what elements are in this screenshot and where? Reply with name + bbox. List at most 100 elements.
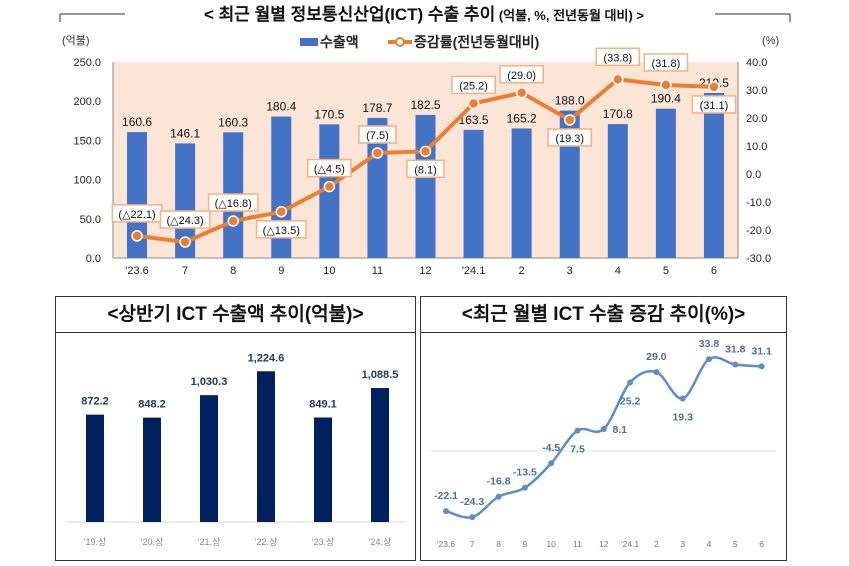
x-tick-label: 10	[546, 539, 556, 549]
export-bar-label: 170.5	[314, 107, 344, 121]
x-tick-label: '24.상	[369, 537, 392, 547]
growth-point	[758, 363, 765, 370]
export-bar-label: 160.6	[122, 115, 152, 129]
half-year-bar	[86, 414, 104, 522]
x-tick-label: 11	[372, 265, 383, 277]
growth-label-box	[159, 210, 211, 229]
growth-point	[227, 215, 239, 227]
x-tick-label: '21.상	[198, 537, 221, 547]
half-year-bar-label: 1,088.5	[362, 369, 399, 381]
growth-label: (△24.3)	[167, 215, 204, 227]
half-year-bar	[143, 417, 161, 522]
growth-point	[563, 114, 576, 126]
right-tick-label: 20.0	[746, 113, 767, 125]
export-bar-label: 182.5	[410, 98, 440, 112]
x-tick-label: 7	[182, 265, 188, 277]
half-year-bar	[371, 388, 389, 522]
chart-title-main: < 최근 월별 정보통신산업(ICT) 수출 추이	[204, 5, 495, 24]
growth-label: (△16.8)	[215, 198, 252, 210]
growth-point	[495, 493, 502, 500]
monthly-export-combo-chart: < 최근 월별 정보통신산업(ICT) 수출 추이 (억불, %, 전년동월 대…	[59, 5, 791, 277]
export-bar-label: 178.7	[362, 101, 392, 115]
growth-point	[419, 145, 432, 158]
growth-label-box	[406, 159, 445, 179]
growth-line	[445, 356, 762, 519]
right-tick-label: -30.0	[746, 253, 771, 265]
x-tick-label: 12	[599, 539, 609, 549]
export-bar	[511, 128, 532, 258]
half-year-bar-label: 848.2	[138, 399, 166, 411]
export-bar	[175, 143, 196, 258]
left-axis-unit: (억불)	[62, 34, 90, 47]
growth-label: -13.5	[513, 467, 537, 479]
x-tick-label: 9	[523, 539, 528, 549]
x-tick-label: '20.상	[141, 537, 164, 547]
export-bar-label: 190.4	[651, 92, 681, 106]
growth-point	[521, 484, 528, 491]
growth-label: -16.8	[487, 476, 511, 488]
growth-label: (8.1)	[414, 164, 437, 176]
growth-label-box	[255, 220, 307, 239]
left-tick-label: 100.0	[73, 175, 101, 187]
x-tick-label: 11	[573, 539, 582, 549]
export-bar	[463, 129, 484, 258]
x-tick-label: 8	[496, 539, 501, 549]
legend-line-label: 증감률(전년동월대비)	[414, 34, 539, 50]
x-tick-label: 6	[759, 539, 764, 549]
export-bar-label: 165.2	[507, 111, 537, 125]
growth-chart-title: <최근 월별 ICT 수출 증감 추이(%)>	[421, 297, 786, 333]
x-tick-label: 12	[419, 265, 431, 277]
right-tick-label: 40.0	[746, 57, 767, 69]
growth-label: (△4.5)	[314, 164, 345, 176]
growth-label: 31.8	[725, 344, 746, 356]
growth-label: (31.8)	[652, 58, 681, 70]
growth-point	[660, 79, 672, 91]
left-tick-label: 200.0	[73, 96, 101, 108]
growth-point	[708, 81, 720, 93]
legend-line-marker	[395, 37, 405, 47]
growth-point	[275, 206, 288, 218]
x-tick-label: '24.1	[462, 265, 486, 277]
growth-point	[653, 369, 660, 376]
export-bar	[559, 110, 580, 258]
growth-label-box	[547, 128, 593, 147]
export-bar	[703, 92, 724, 258]
x-tick-label: 2	[654, 539, 659, 549]
export-bar-label: 188.0	[555, 94, 585, 108]
x-tick-label: '22.상	[255, 537, 278, 547]
legend-bar-swatch	[300, 38, 318, 46]
x-tick-label: 7	[470, 539, 475, 549]
growth-label-box	[499, 65, 545, 84]
growth-point	[371, 147, 384, 159]
monthly-growth-panel: <최근 월별 ICT 수출 증감 추이(%)> -22.1 '23.6 -24.3 7…	[420, 296, 787, 561]
half-year-bar-label: 849.1	[309, 398, 337, 410]
half-year-bar	[200, 395, 218, 522]
half-year-export-panel: <상반기 ICT 수출액 추이(억불)> 872.2 '19.상 848.2 '20.…	[55, 296, 416, 561]
export-bar	[415, 114, 436, 258]
export-bar-label: 170.8	[603, 107, 633, 121]
right-tick-label: 10.0	[746, 141, 767, 153]
growth-point	[467, 97, 480, 110]
growth-label: -4.5	[542, 442, 560, 454]
growth-label: -24.3	[460, 496, 484, 508]
growth-label-box	[643, 53, 689, 72]
growth-label: (△13.5)	[263, 225, 300, 237]
growth-point	[131, 230, 143, 242]
growth-point	[612, 73, 624, 86]
x-tick-label: '23.상	[312, 537, 335, 547]
left-tick-label: 50.0	[80, 214, 101, 226]
export-bar	[655, 108, 676, 258]
half-year-bar	[314, 417, 332, 522]
right-axis-unit: (%)	[762, 35, 779, 47]
x-tick-label: 3	[567, 265, 573, 277]
x-tick-label: '23.6	[125, 265, 149, 277]
left-tick-label: 0.0	[86, 253, 101, 265]
half-year-bar-label: 872.2	[81, 396, 109, 408]
right-tick-label: -20.0	[746, 225, 771, 237]
growth-label: (△22.1)	[118, 209, 155, 221]
growth-point	[469, 514, 476, 521]
growth-point	[443, 508, 449, 515]
chart-title: < 최근 월별 정보통신산업(ICT) 수출 추이 (억불, %, 전년동월 대…	[204, 5, 644, 24]
growth-label-box	[207, 193, 259, 212]
